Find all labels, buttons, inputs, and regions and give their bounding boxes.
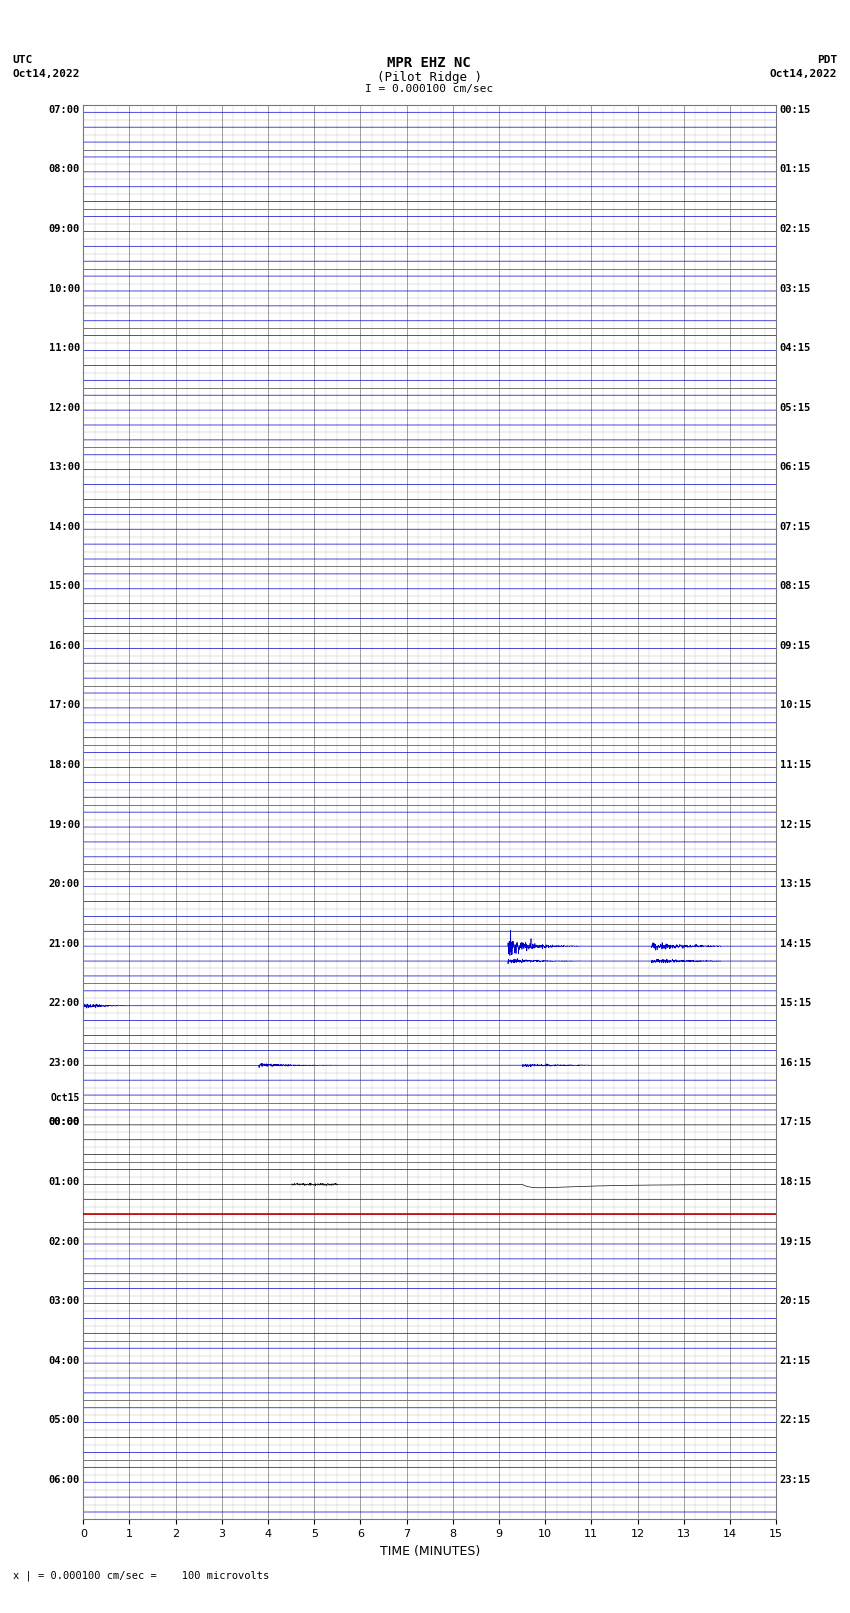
Text: 12:00: 12:00 — [48, 403, 80, 413]
Text: 03:00: 03:00 — [48, 1297, 80, 1307]
Text: 03:15: 03:15 — [779, 284, 811, 294]
Text: 13:00: 13:00 — [48, 463, 80, 473]
Text: 11:15: 11:15 — [779, 760, 811, 769]
Text: 22:00: 22:00 — [48, 998, 80, 1008]
Text: 22:15: 22:15 — [779, 1415, 811, 1426]
Text: 16:15: 16:15 — [779, 1058, 811, 1068]
Text: 15:15: 15:15 — [779, 998, 811, 1008]
Text: 07:15: 07:15 — [779, 521, 811, 532]
Text: MPR EHZ NC: MPR EHZ NC — [388, 56, 471, 71]
Text: 10:15: 10:15 — [779, 700, 811, 710]
Text: 01:00: 01:00 — [48, 1177, 80, 1187]
Text: 15:00: 15:00 — [48, 581, 80, 592]
Text: 12:15: 12:15 — [779, 819, 811, 829]
Text: 20:00: 20:00 — [48, 879, 80, 889]
Text: 23:00: 23:00 — [48, 1058, 80, 1068]
Text: 21:00: 21:00 — [48, 939, 80, 948]
Text: 11:00: 11:00 — [48, 344, 80, 353]
Text: 07:00: 07:00 — [48, 105, 80, 115]
Text: x | = 0.000100 cm/sec =    100 microvolts: x | = 0.000100 cm/sec = 100 microvolts — [13, 1569, 269, 1581]
Text: 01:15: 01:15 — [779, 165, 811, 174]
Text: 16:00: 16:00 — [48, 640, 80, 652]
Text: (Pilot Ridge ): (Pilot Ridge ) — [377, 71, 482, 84]
Text: 14:00: 14:00 — [48, 521, 80, 532]
Text: 09:00: 09:00 — [48, 224, 80, 234]
Text: Oct14,2022: Oct14,2022 — [13, 69, 80, 79]
Text: 17:15: 17:15 — [779, 1118, 811, 1127]
Text: 09:15: 09:15 — [779, 640, 811, 652]
Text: 20:15: 20:15 — [779, 1297, 811, 1307]
Text: PDT: PDT — [817, 55, 837, 65]
Text: 23:15: 23:15 — [779, 1474, 811, 1486]
X-axis label: TIME (MINUTES): TIME (MINUTES) — [380, 1545, 479, 1558]
Text: 04:00: 04:00 — [48, 1355, 80, 1366]
Text: UTC: UTC — [13, 55, 33, 65]
Text: I = 0.000100 cm/sec: I = 0.000100 cm/sec — [366, 84, 493, 94]
Text: 00:00: 00:00 — [48, 1118, 80, 1127]
Text: 05:00: 05:00 — [48, 1415, 80, 1426]
Text: Oct15: Oct15 — [50, 1092, 80, 1103]
Text: 04:15: 04:15 — [779, 344, 811, 353]
Text: 19:15: 19:15 — [779, 1237, 811, 1247]
Text: 13:15: 13:15 — [779, 879, 811, 889]
Text: 00:00: 00:00 — [48, 1118, 80, 1127]
Text: 06:00: 06:00 — [48, 1474, 80, 1486]
Text: 18:00: 18:00 — [48, 760, 80, 769]
Text: 10:00: 10:00 — [48, 284, 80, 294]
Text: 21:15: 21:15 — [779, 1355, 811, 1366]
Text: 17:00: 17:00 — [48, 700, 80, 710]
Text: Oct14,2022: Oct14,2022 — [770, 69, 837, 79]
Text: 00:15: 00:15 — [779, 105, 811, 115]
Text: 02:00: 02:00 — [48, 1237, 80, 1247]
Text: 19:00: 19:00 — [48, 819, 80, 829]
Text: 02:15: 02:15 — [779, 224, 811, 234]
Text: 08:00: 08:00 — [48, 165, 80, 174]
Text: 14:15: 14:15 — [779, 939, 811, 948]
Text: 06:15: 06:15 — [779, 463, 811, 473]
Text: 05:15: 05:15 — [779, 403, 811, 413]
Text: 18:15: 18:15 — [779, 1177, 811, 1187]
Text: 08:15: 08:15 — [779, 581, 811, 592]
